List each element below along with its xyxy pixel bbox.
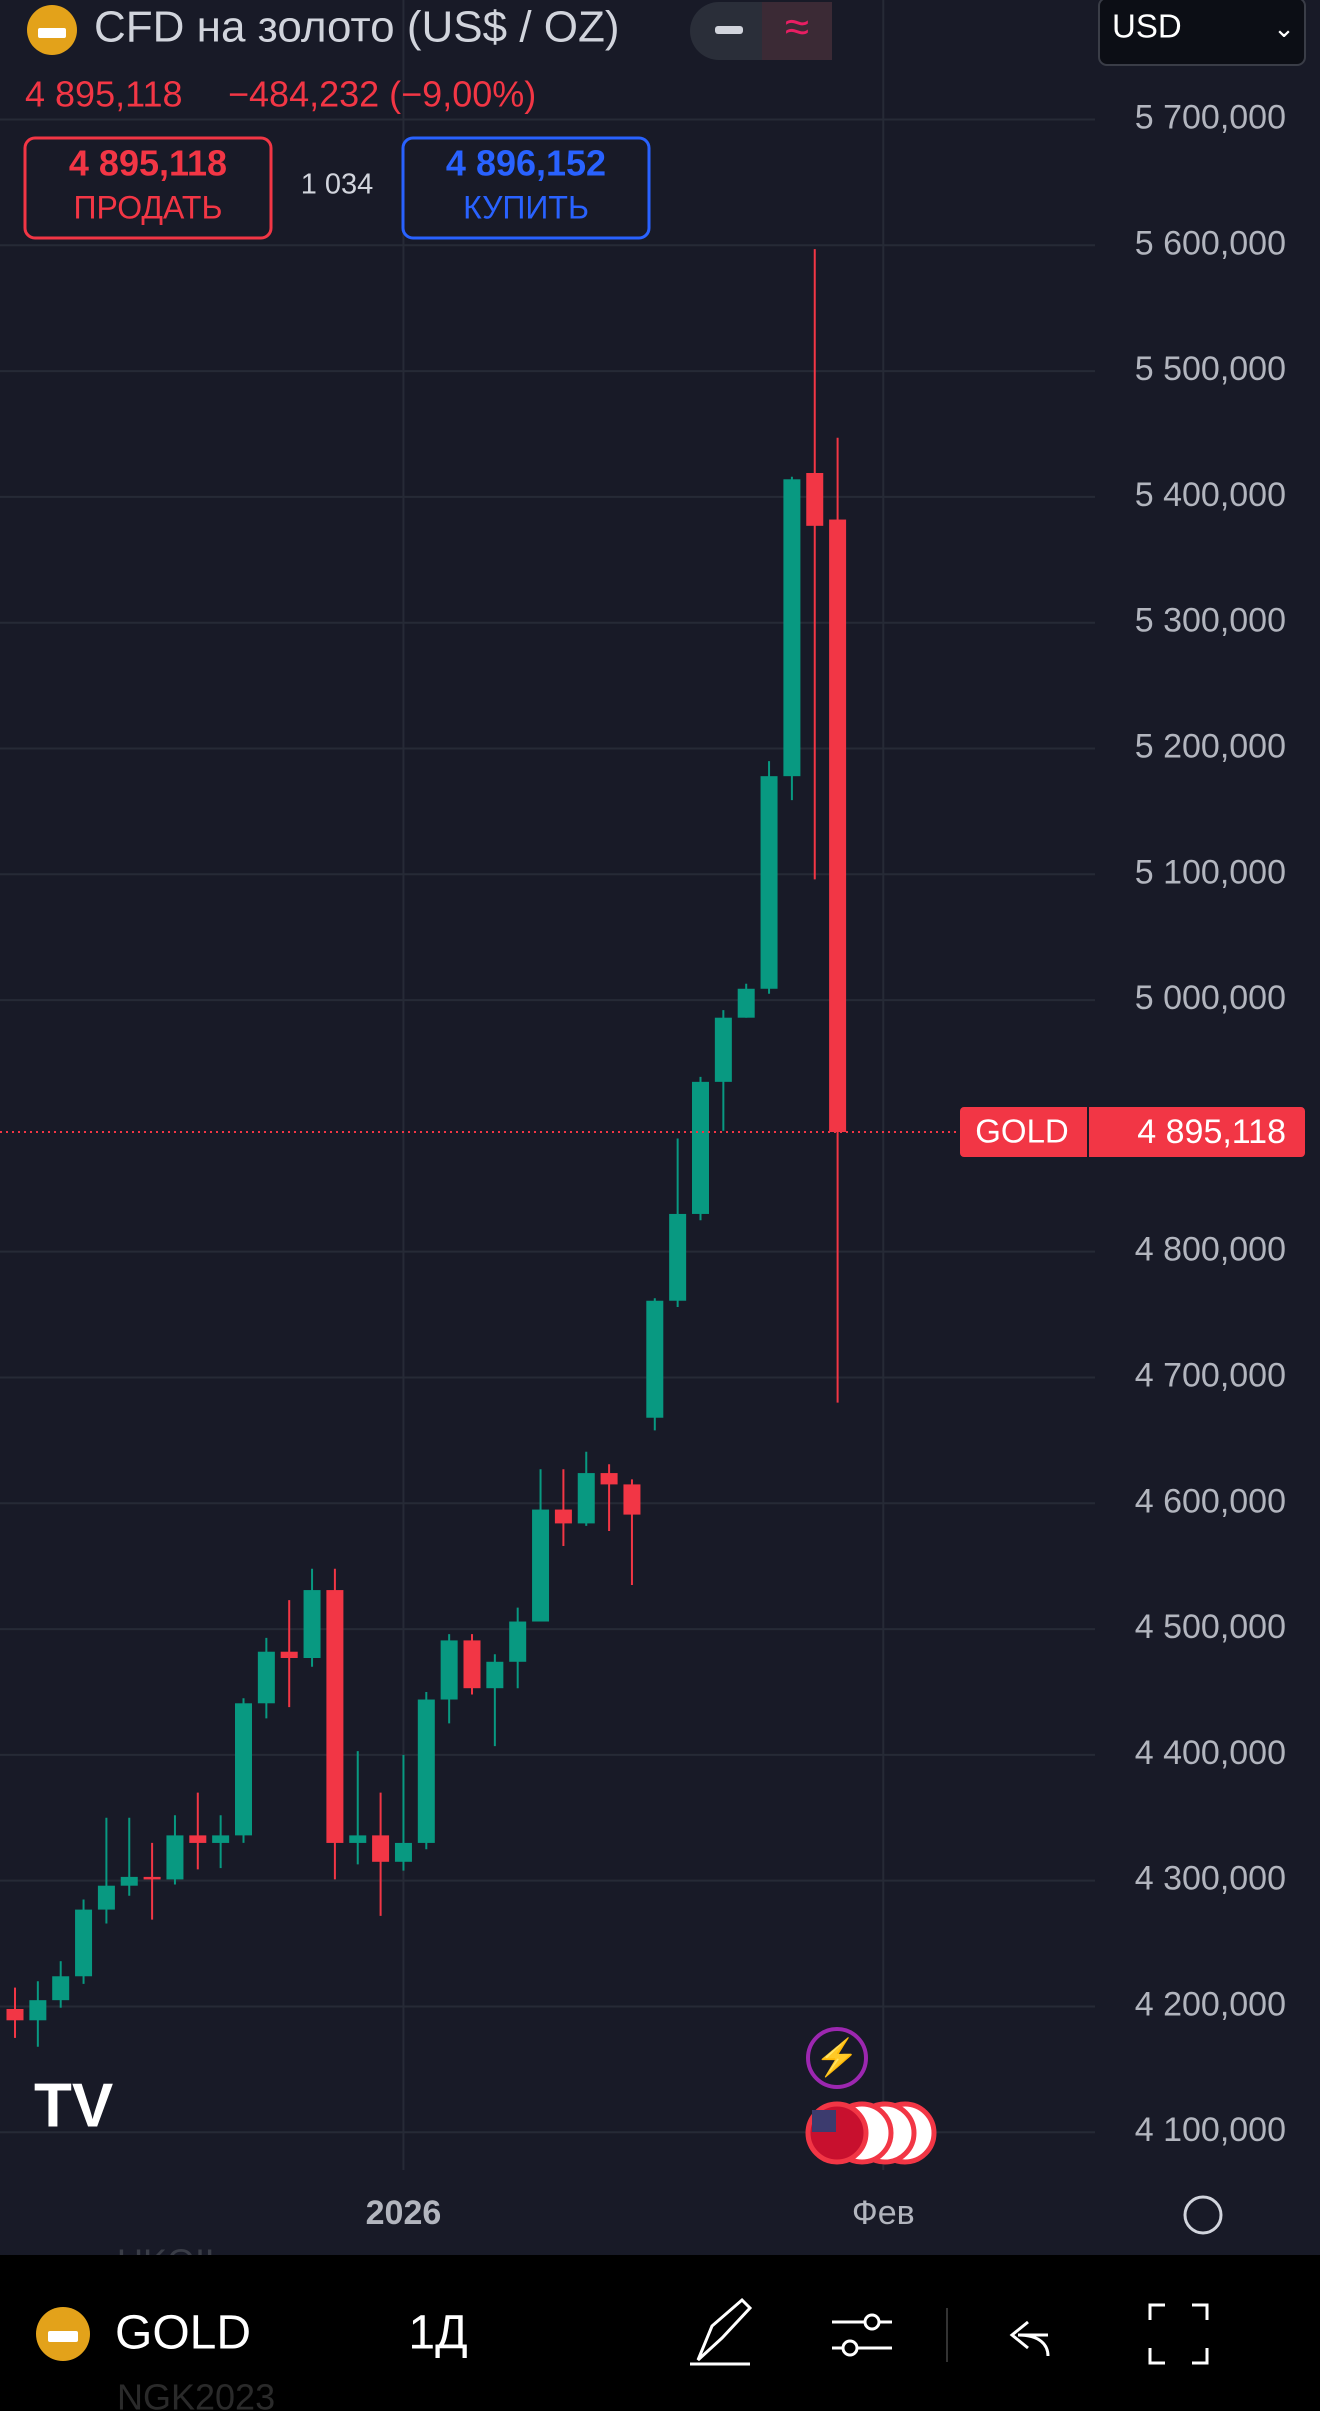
buy-button[interactable] [401, 136, 651, 240]
y-tick-label: 4 400,000 [1135, 1734, 1286, 1772]
y-tick-label: 5 500,000 [1135, 350, 1286, 388]
grid [0, 0, 1095, 2170]
candle-body [212, 1835, 230, 1843]
candle-body [692, 1081, 709, 1214]
candle-body [714, 1017, 732, 1082]
candle-body [806, 472, 824, 526]
candle-body [189, 1835, 207, 1843]
settings-icon[interactable] [1183, 2195, 1223, 2235]
toggle-right[interactable] [762, 2, 832, 60]
price-label-name: GOLD [975, 1113, 1069, 1150]
candle-body [52, 1976, 70, 2001]
sell-button[interactable] [23, 136, 273, 240]
candle-body [737, 988, 755, 1018]
x-tick-label: 2026 [366, 2194, 442, 2232]
symbol-title: CFD на золото (US$ / OZ) [94, 3, 620, 52]
x-tick-label: Фев [852, 2194, 915, 2232]
candle-body [600, 1473, 618, 1485]
y-tick-label: 5 600,000 [1135, 224, 1286, 262]
candle-body [760, 776, 778, 989]
y-tick-label: 4 700,000 [1135, 1356, 1286, 1394]
candle-body [29, 2000, 47, 2021]
sell-price: 4 895,118 [69, 143, 227, 184]
y-tick-label: 5 100,000 [1135, 853, 1286, 891]
chevron: ⌄ [1273, 13, 1295, 43]
y-tick-label: 5 700,000 [1135, 98, 1286, 136]
candle-body [75, 1909, 93, 1977]
y-tick-label: 5 400,000 [1135, 476, 1286, 514]
candle-body [143, 1876, 161, 1880]
y-tick-label: 5 300,000 [1135, 602, 1286, 640]
watermark: NGK2023 [117, 2377, 275, 2411]
y-tick-label: 4 500,000 [1135, 1608, 1286, 1646]
y-tick-label: 5 200,000 [1135, 727, 1286, 765]
currency: USD [1112, 8, 1182, 45]
event-icon[interactable] [806, 2027, 868, 2089]
candle-body [257, 1651, 275, 1704]
flag-canton [812, 2110, 836, 2132]
candle-body [646, 1300, 664, 1418]
toggle-icon [715, 26, 743, 34]
candle-body [829, 519, 847, 1133]
currency-select[interactable] [1098, 0, 1306, 66]
candle-body [6, 2008, 24, 2021]
y-tick-label: 5 000,000 [1135, 979, 1286, 1017]
candle-body [372, 1835, 390, 1862]
y-tick-label: 4 600,000 [1135, 1482, 1286, 1520]
toolbar [0, 2255, 1320, 2411]
y-tick-label: 4 800,000 [1135, 1231, 1286, 1269]
y-tick-label: 4 300,000 [1135, 1860, 1286, 1898]
buy-price: 4 896,152 [446, 143, 606, 184]
candle-body [280, 1651, 298, 1659]
candle-body [554, 1509, 572, 1524]
fullscreen-icon[interactable] [1148, 2303, 1209, 2365]
event-icon-bolt: ⚡ [815, 2037, 860, 2079]
candle-body [509, 1621, 527, 1662]
candle-body [463, 1640, 481, 1689]
candle-body [120, 1876, 138, 1886]
last-price: 4 895,118 [25, 74, 182, 115]
candle-body [303, 1590, 321, 1659]
price-change: −484,232 (−9,00%) [228, 74, 536, 115]
gold-icon-bar [48, 2331, 78, 2342]
buy-label: КУПИТЬ [463, 189, 589, 225]
candle-body [394, 1842, 412, 1862]
candle-body [235, 1703, 252, 1836]
toolbar-interval[interactable]: 1Д [408, 2307, 467, 2360]
y-tick-label: 4 200,000 [1135, 1985, 1286, 2023]
candle-body [166, 1835, 184, 1880]
price-label-box [960, 1107, 1305, 1158]
indicators-knob [863, 2313, 881, 2331]
candle-body [417, 1699, 435, 1843]
candle-body [440, 1640, 458, 1700]
sell-label: ПРОДАТЬ [74, 189, 223, 225]
spread: 1 034 [301, 169, 374, 201]
tv-logo: TV [34, 2071, 113, 2140]
toggle-icon: ≈ [785, 3, 809, 52]
candle-body [577, 1473, 595, 1524]
indicators-knob [841, 2339, 859, 2357]
y-tick-label: 4 100,000 [1135, 2111, 1286, 2149]
candle-body [669, 1213, 687, 1301]
candle-body [623, 1484, 641, 1515]
candle-body [326, 1590, 344, 1843]
candle-body [783, 479, 801, 777]
candle-body [486, 1661, 504, 1689]
draw-icon[interactable] [690, 2297, 753, 2366]
undo-icon[interactable] [1009, 2320, 1050, 2357]
gold-icon-bar [38, 28, 66, 38]
price-label-value: 4 895,118 [1137, 1113, 1286, 1151]
toolbar-symbol[interactable]: GOLD [115, 2307, 251, 2360]
candle-body [97, 1885, 115, 1910]
candle-body [532, 1509, 550, 1622]
candle-body [349, 1835, 367, 1843]
candles [6, 249, 847, 2047]
